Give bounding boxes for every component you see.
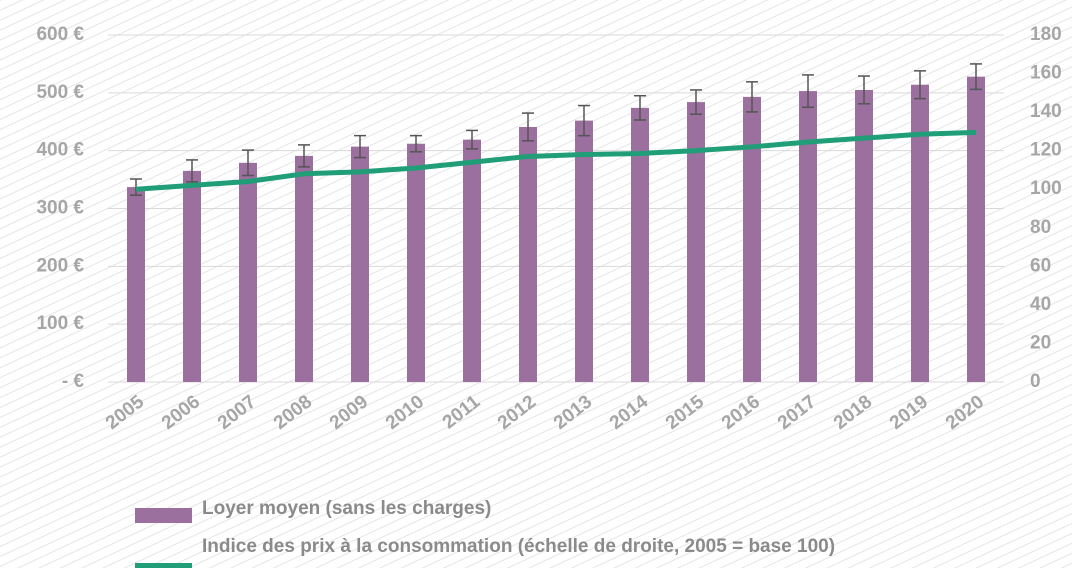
y-tick-label: 100 € xyxy=(36,313,84,334)
y2-tick-label: 80 xyxy=(1030,217,1051,238)
y2-tick-label: 40 xyxy=(1030,294,1051,315)
y-tick-label: 200 € xyxy=(36,255,84,276)
bar xyxy=(295,155,313,382)
legend-label: Indice des prix à la consommation (échel… xyxy=(202,536,835,557)
bar xyxy=(799,91,817,383)
bar xyxy=(743,96,761,383)
y2-tick-label: 180 xyxy=(1030,24,1062,45)
bar xyxy=(519,126,537,382)
y-tick-label: 300 € xyxy=(36,198,84,219)
y-tick-label: 600 € xyxy=(36,24,84,45)
line xyxy=(135,129,977,192)
bar xyxy=(687,102,705,382)
bar xyxy=(631,107,649,383)
y2-tick-label: 160 xyxy=(1030,63,1062,84)
bar xyxy=(855,89,873,383)
y2-tick-label: 20 xyxy=(1030,332,1051,353)
bar xyxy=(351,146,369,382)
y2-tick-label: 100 xyxy=(1030,178,1062,199)
bar xyxy=(183,170,201,382)
legend-label: Loyer moyen (sans les charges) xyxy=(202,498,491,519)
bar xyxy=(239,162,257,382)
y-tick-label: - € xyxy=(62,371,85,392)
bar xyxy=(127,187,145,382)
y-tick-label: 500 € xyxy=(36,82,84,103)
y-tick-label: 400 € xyxy=(36,140,84,161)
y2-tick-label: 120 xyxy=(1030,140,1062,161)
legend-swatch xyxy=(135,508,192,523)
bar xyxy=(967,76,985,382)
y2-tick-label: 0 xyxy=(1030,371,1041,392)
y2-tick-label: 60 xyxy=(1030,255,1051,276)
bar xyxy=(463,139,481,382)
bar xyxy=(407,143,425,382)
y2-tick-label: 140 xyxy=(1030,101,1062,122)
legend-swatch xyxy=(135,563,192,568)
bar xyxy=(911,84,929,382)
bar xyxy=(575,120,593,383)
